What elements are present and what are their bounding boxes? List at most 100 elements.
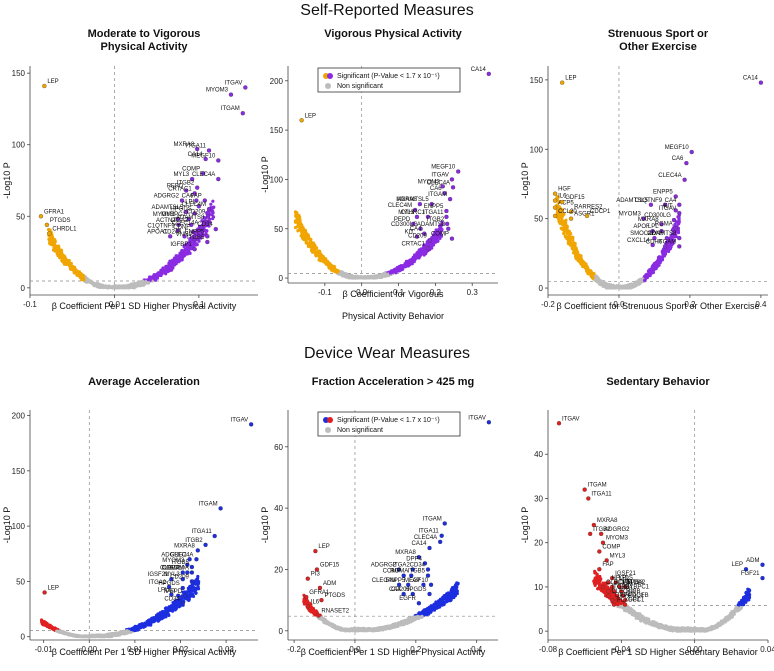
gene-label: ITGB2 [427, 217, 445, 223]
gene-label: CLEC10A [162, 566, 189, 572]
gene-label: ITGAV [431, 172, 449, 178]
y-tick-label: 150 [12, 467, 26, 476]
data-point [420, 614, 424, 618]
labeled-point-lep [299, 118, 304, 123]
gene-label: RNASET2 [321, 608, 349, 614]
gene-label: CD34 [410, 562, 426, 568]
gene-label: ITGAV [225, 80, 243, 86]
data-point [562, 231, 566, 236]
data-point [194, 231, 198, 235]
gene-label: ITGA11 [191, 529, 212, 535]
data-point [153, 278, 158, 282]
y-tick-label: 50 [16, 577, 25, 586]
gene-label: GFRA1 [44, 209, 65, 215]
data-point [314, 246, 319, 250]
data-point [431, 233, 436, 237]
y-axis-label: -Log10 P [520, 162, 530, 199]
data-point [408, 263, 412, 267]
labeled-point-itga2 [189, 222, 194, 228]
labeled-point-cd248 [182, 234, 187, 239]
data-point [415, 253, 419, 258]
data-point [330, 622, 334, 626]
labeled-point-itgb5 [205, 239, 210, 245]
data-point [54, 249, 58, 253]
gene-label: CLEC4A [658, 173, 681, 179]
labeled-point-itgam [442, 521, 447, 526]
data-point [410, 618, 414, 622]
labeled-point-adamts8 [205, 219, 210, 225]
x-tick-label: -0.2 [541, 300, 555, 309]
data-point [620, 286, 624, 290]
data-point [109, 285, 113, 289]
data-point [302, 233, 306, 237]
data-point [559, 220, 563, 224]
data-point [168, 268, 173, 273]
data-point [146, 278, 150, 282]
gene-label: ITGA2 [392, 562, 410, 568]
data-point [309, 237, 313, 242]
data-point [72, 271, 77, 275]
y-tick-label: 30 [534, 494, 543, 503]
data-point [565, 231, 569, 235]
data-point [189, 240, 193, 244]
labeled-point-ca6 [194, 198, 199, 203]
gene-label: HGF [558, 187, 571, 193]
data-point [68, 264, 72, 268]
labeled-point-lep [42, 590, 47, 595]
data-point [345, 627, 349, 631]
data-point [199, 230, 203, 234]
gene-label: MYOM2 [153, 212, 176, 218]
gene-label: CRTAC1 [402, 241, 426, 247]
data-point [55, 629, 59, 633]
data-point [57, 248, 62, 252]
labeled-point-enpp5 [444, 208, 449, 214]
labeled-point-itgb5 [189, 564, 195, 570]
labeled-point-clec4a [194, 557, 199, 562]
y-tick-label: 10 [534, 583, 543, 592]
data-point [168, 264, 172, 268]
labeled-point-ca14 [427, 545, 432, 551]
data-point [663, 249, 667, 253]
gene-label: CDCP1 [590, 209, 611, 215]
y-axis-label: -Log10 P [2, 162, 12, 199]
data-point [48, 623, 52, 628]
data-point [348, 629, 353, 633]
data-point [113, 632, 117, 637]
data-point [171, 604, 176, 608]
data-point [358, 276, 362, 280]
labeled-point-adamtsl5 [184, 209, 189, 215]
labeled-point-hpgds [192, 211, 197, 216]
y-tick-label: 20 [534, 539, 543, 548]
labeled-point-kit [414, 234, 420, 239]
data-point [80, 276, 85, 280]
labeled-point-fap [202, 198, 207, 203]
data-point [155, 616, 160, 620]
x-tick-label: 0.3 [467, 288, 479, 297]
data-point [389, 625, 394, 629]
data-point [298, 220, 302, 225]
data-point [454, 583, 458, 587]
gene-label: MYL3 [398, 210, 414, 216]
labeled-point-ptgds [319, 597, 324, 603]
labeled-point-clec4m [412, 207, 418, 213]
gene-label: ENPP5 [386, 578, 406, 584]
data-point [419, 249, 423, 253]
data-point [180, 249, 184, 254]
y-tick-label: 50 [16, 212, 25, 221]
panel-title: Moderate to Vigorous [88, 28, 201, 40]
data-point [408, 260, 412, 264]
labeled-point-igfbp1 [192, 247, 197, 252]
gene-label: HPGDS [158, 581, 179, 587]
labeled-point-asgr1 [568, 216, 574, 221]
data-point [374, 628, 378, 632]
gene-label: CA6 [672, 156, 684, 162]
labeled-point-ca6 [684, 161, 689, 166]
data-point [323, 260, 327, 265]
legend-sig-swatch-pos [327, 73, 333, 79]
data-point [676, 222, 680, 226]
data-point [305, 241, 310, 245]
data-point [375, 275, 379, 279]
volcano-panel-5: Fraction Acceleration > 425 mg0204060-0.… [260, 376, 498, 657]
data-point [111, 632, 115, 636]
